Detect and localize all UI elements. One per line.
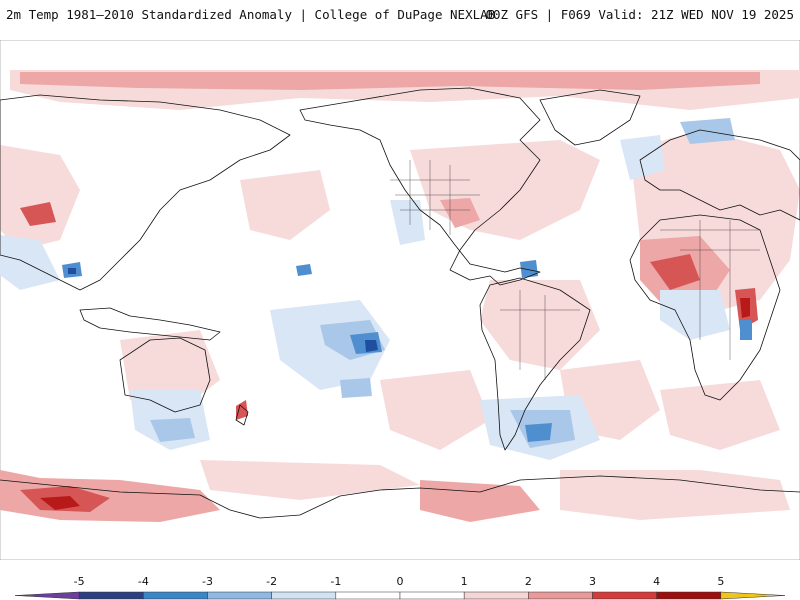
colorbar: -5 -4 -3 -2 -1 0 1 2 3 4 5 — [14, 575, 786, 600]
indonesia-outline — [79, 307, 221, 341]
map-title: 2m Temp 1981–2010 Standardized Anomaly |… — [6, 7, 496, 22]
africa-outline — [629, 214, 781, 401]
europe-outline — [639, 129, 800, 221]
header: 2m Temp 1981–2010 Standardized Anomaly |… — [0, 0, 800, 28]
colorbar-tick-label: 0 — [397, 575, 404, 588]
warm-anomaly-light — [0, 70, 800, 520]
greenland-outline — [539, 89, 641, 146]
coastlines — [0, 87, 800, 519]
colorbar-tick-label: 2 — [525, 575, 532, 588]
colorbar-bin — [656, 591, 722, 600]
colorbar-bin — [335, 591, 401, 600]
colorbar-bin — [143, 591, 208, 600]
colorbar-bin — [207, 591, 272, 600]
colorbar-bin — [271, 591, 337, 600]
cool-anomaly-deep — [68, 268, 378, 352]
antarctica-outline — [0, 475, 800, 519]
colorbar-bin — [720, 591, 786, 600]
north-america-outline — [299, 87, 541, 286]
south-america-outline — [479, 277, 591, 451]
colorbar-bin — [78, 591, 144, 600]
colorbar-labels: -5 -4 -3 -2 -1 0 1 2 3 4 5 — [74, 575, 725, 588]
colorbar-tick-label: 1 — [461, 575, 468, 588]
colorbar-bin — [528, 591, 593, 600]
colorbar-tick-label: -3 — [202, 575, 213, 588]
political-borders — [390, 160, 760, 380]
colorbar-bin — [592, 591, 657, 600]
model-run-info: 00Z GFS | F069 Valid: 21Z WED NOV 19 202… — [485, 7, 794, 22]
colorbar-bin — [14, 591, 80, 600]
colorbar-tick-label: 4 — [653, 575, 660, 588]
new-zealand-outline — [235, 404, 249, 426]
colorbar-tick-label: -5 — [74, 575, 85, 588]
australia-outline — [119, 337, 211, 413]
colorbar-bin — [399, 591, 465, 600]
asia-outline — [0, 94, 291, 291]
colorbar-bin — [463, 591, 529, 600]
colorbar-tick-label: 5 — [717, 575, 724, 588]
colorbar-tick-label: -4 — [138, 575, 149, 588]
warm-anomaly-deep — [40, 298, 750, 510]
warm-anomaly-mid — [0, 72, 760, 522]
colorbar-tick-label: 3 — [589, 575, 596, 588]
colorbar-tick-label: -1 — [330, 575, 341, 588]
colorbar-bins — [14, 591, 786, 600]
world-map — [0, 40, 800, 560]
colorbar-tick-label: -2 — [266, 575, 277, 588]
